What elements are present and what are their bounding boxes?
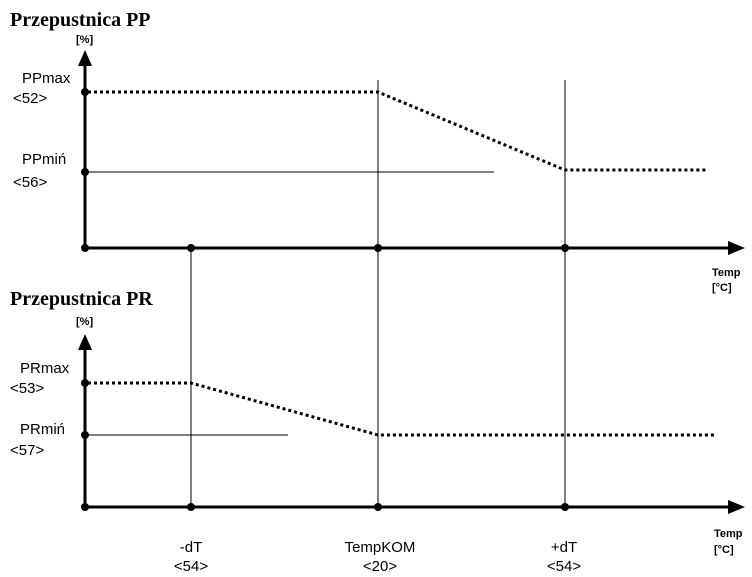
tick-tempkom-code: <20>: [363, 558, 397, 575]
top-min-point: [81, 168, 89, 176]
bottom-min-code: <57>: [10, 442, 44, 459]
top-x-label: Temp: [712, 267, 741, 279]
top-x-arrow-icon: [728, 241, 745, 255]
top-max-point: [81, 88, 89, 96]
bottom-max-point: [81, 379, 89, 387]
bottom-max-code: <53>: [10, 380, 44, 397]
top-max-label: PPmax: [22, 70, 71, 87]
tick-tempkom-name: TempKOM: [345, 539, 416, 556]
bottom-pr-curve: [88, 381, 716, 437]
bottom-point-plus-dT: [561, 503, 569, 511]
bottom-origin-point: [81, 503, 89, 511]
top-pp-curve: [88, 90, 706, 172]
top-max-code: <52>: [13, 90, 47, 107]
bottom-title: Przepustnica PR: [10, 288, 153, 310]
bottom-point-tempkom: [374, 503, 382, 511]
top-min-code: <56>: [13, 174, 47, 191]
bottom-min-point: [81, 431, 89, 439]
top-origin-point: [81, 244, 89, 252]
top-y-arrow-icon: [78, 50, 92, 66]
top-title: Przepustnica PP: [10, 9, 151, 31]
bottom-x-label: Temp: [714, 528, 743, 540]
bottom-x-unit: [°C]: [714, 544, 734, 556]
bottom-point-minus-dT: [187, 503, 195, 511]
top-min-label: PPmiń: [22, 151, 66, 168]
top-point-plus-dT: [561, 244, 569, 252]
top-point-tempkom: [374, 244, 382, 252]
bottom-min-label: PRmiń: [20, 421, 65, 438]
tick-plus-dT-name: +dT: [551, 539, 577, 556]
bottom-y-arrow-icon: [78, 334, 92, 350]
tick-minus-dT-code: <54>: [174, 558, 208, 575]
top-x-unit: [°C]: [712, 282, 732, 294]
top-unit: [%]: [76, 34, 93, 46]
tick-minus-dT-name: -dT: [180, 539, 203, 556]
bottom-max-label: PRmax: [20, 360, 70, 377]
tick-plus-dT-code: <54>: [547, 558, 581, 575]
bottom-unit: [%]: [76, 316, 93, 328]
top-point-minus-dT: [187, 244, 195, 252]
bottom-x-arrow-icon: [728, 500, 745, 514]
